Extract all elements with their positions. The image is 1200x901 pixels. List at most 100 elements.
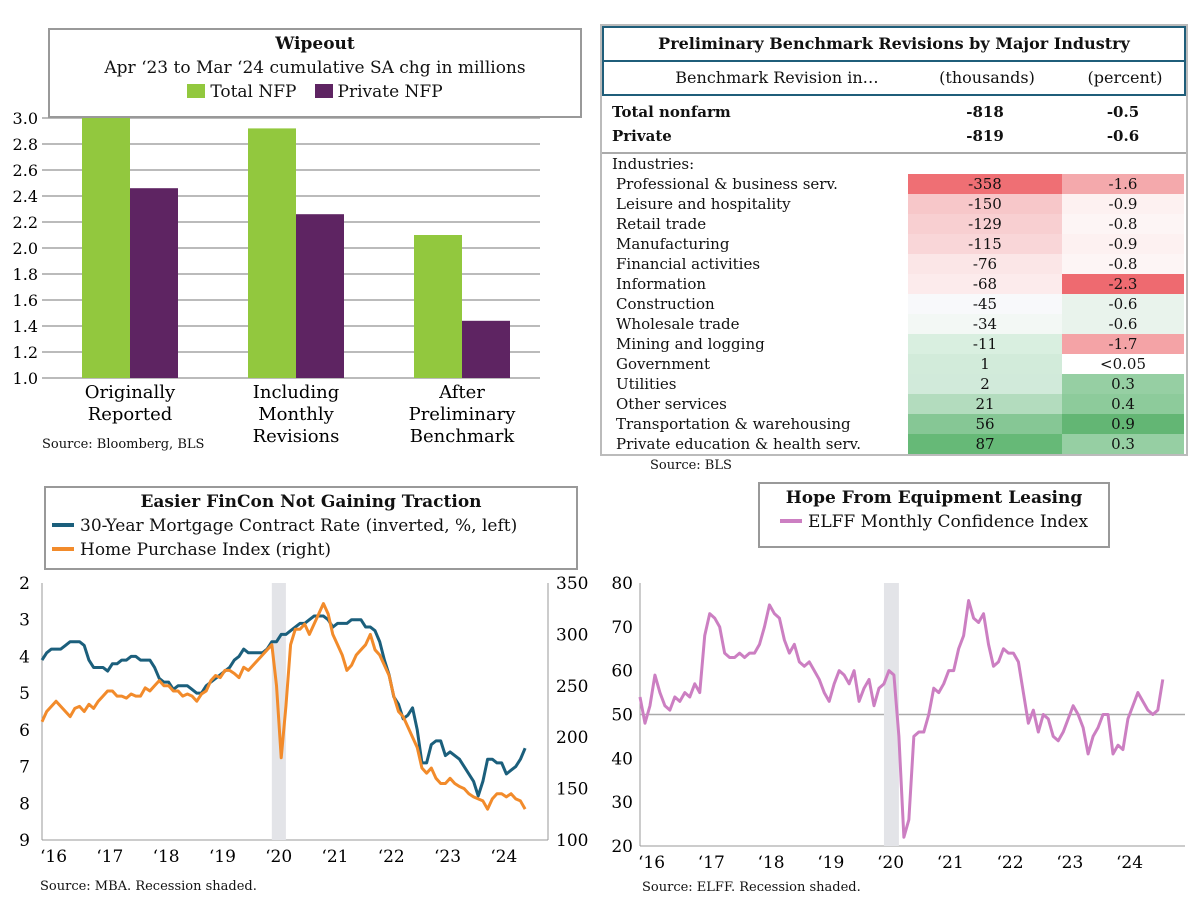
x-category-label: Monthly: [258, 404, 334, 425]
elff-legend-box: Hope From Equipment Leasing ELFF Monthly…: [758, 482, 1110, 548]
percent-cell: -0.6: [1062, 314, 1184, 334]
thousands-cell: 21: [908, 394, 1062, 414]
fincon-line-chart: ‘16 ‘17 ‘18 ‘19 ‘20 ‘21 ‘22 ‘23 ‘24 2 3 4 5 6 7 8 9 350 30…: [19, 574, 588, 867]
row-label: Wholesale trade: [616, 315, 740, 333]
x-tick-label: ‘22: [996, 853, 1023, 873]
thousands-cell: -115: [908, 234, 1062, 254]
y-tick-label: 1.0: [13, 369, 38, 388]
row-label: Financial activities: [616, 255, 761, 273]
left-y-tick-label: 6: [19, 721, 30, 741]
percent-cell: -0.9: [1062, 234, 1184, 254]
percent-cell: -0.8: [1062, 214, 1184, 234]
thousands-cell: 56: [908, 414, 1062, 434]
bar-private-nfp: [130, 188, 178, 378]
thousands-cell: -150: [908, 194, 1062, 214]
x-tick-label: ‘17: [698, 853, 725, 873]
thousands-cell: -45: [908, 294, 1062, 314]
legend-swatch: [314, 84, 333, 98]
series-line-main: [638, 599, 1165, 839]
table-row: Manufacturing -115 -0.9: [602, 234, 1186, 254]
legend-line: [52, 523, 74, 527]
recession-band: [883, 583, 899, 846]
legend-label: Home Purchase Index (right): [80, 540, 332, 560]
y-tick-label: 2.0: [13, 239, 38, 258]
table-row: Construction -45 -0.6: [602, 294, 1186, 314]
cell: -0.6: [1106, 127, 1140, 145]
table-row: Total nonfarm -818 -0.5: [602, 100, 1186, 124]
y-tick-label: 1.6: [13, 291, 38, 310]
left-y-tick-label: 5: [19, 684, 30, 704]
row-label: Private: [612, 127, 672, 145]
column-header: (thousands): [939, 68, 1035, 87]
bar-total-nfp: [414, 235, 462, 378]
y-tick-label: 30: [611, 793, 633, 813]
section-label: Industries:: [612, 155, 695, 173]
thousands-cell: -11: [908, 334, 1062, 354]
thousands-cell: -76: [908, 254, 1062, 274]
cell: -0.5: [1106, 103, 1140, 121]
table-row: Retail trade -129 -0.8: [602, 214, 1186, 234]
y-tick-label: 2.8: [13, 135, 38, 154]
y-tick-label: 60: [611, 662, 633, 682]
chart-title: Hope From Equipment Leasing: [785, 488, 1083, 508]
x-category-label: Revisions: [253, 426, 340, 447]
percent-cell: -1.7: [1062, 334, 1184, 354]
bar-private-nfp: [462, 320, 510, 378]
x-tick-label: ‘20: [877, 853, 904, 873]
row-label: Transportation & warehousing: [616, 415, 851, 433]
legend-total-nfp: Total NFP: [187, 80, 297, 104]
y-tick-label: 1.4: [13, 317, 38, 336]
y-tick-label: 70: [611, 618, 633, 638]
row-label: Manufacturing: [616, 235, 730, 253]
row-label: Mining and logging: [616, 335, 765, 353]
thousands-cell: -129: [908, 214, 1062, 234]
table-header: Benchmark Revision in… (thousands) (perc…: [602, 62, 1186, 96]
table-row: Private education & health serv. 87 0.3: [602, 434, 1186, 454]
table-row: Private -819 -0.6: [602, 124, 1186, 148]
percent-cell: -0.6: [1062, 294, 1184, 314]
table-row: Government 1 <0.05: [602, 354, 1186, 374]
right-y-tick-label: 200: [556, 728, 588, 748]
x-tick-label: ‘20: [265, 847, 292, 867]
table-row: Transportation & warehousing 56 0.9: [602, 414, 1186, 434]
x-category-label: Including: [253, 382, 340, 403]
row-label: Leisure and hospitality: [616, 195, 791, 213]
x-tick-label: ‘16: [638, 853, 665, 873]
y-tick-label: 2.6: [13, 161, 38, 180]
percent-cell: -0.9: [1062, 194, 1184, 214]
y-tick-label: 50: [611, 706, 633, 726]
x-tick-label: ‘21: [937, 853, 964, 873]
column-header: (percent): [1087, 68, 1163, 87]
row-label: Information: [616, 275, 707, 293]
table-row: Wholesale trade -34 -0.6: [602, 314, 1186, 334]
right-y-tick-label: 100: [556, 831, 588, 851]
totals-section: Total nonfarm -818 -0.5 Private -819 -0.6: [602, 96, 1186, 154]
percent-cell: 0.3: [1062, 374, 1184, 394]
thousands-cell: 2: [908, 374, 1062, 394]
x-tick-label: ‘23: [1056, 853, 1083, 873]
x-category-label: Benchmark: [410, 426, 516, 447]
legend-private-nfp: Private NFP: [314, 80, 443, 104]
bar-private-nfp: [296, 214, 344, 378]
legend-label: 30-Year Mortgage Contract Rate (inverted…: [80, 516, 518, 536]
chart-title: Easier FinCon Not Gaining Traction: [140, 492, 482, 512]
left-y-tick-label: 3: [19, 611, 30, 631]
column-header: Benchmark Revision in…: [675, 68, 879, 87]
legend-label: Total NFP: [210, 82, 297, 102]
table-row: Utilities 2 0.3: [602, 374, 1186, 394]
x-tick-label: ‘22: [378, 847, 405, 867]
row-label: Private education & health serv.: [616, 435, 861, 453]
table-title: Preliminary Benchmark Revisions by Major…: [602, 26, 1186, 62]
industry-rows: Professional & business serv. -358 -1.6 Lei…: [602, 174, 1186, 454]
y-tick-label: 40: [611, 749, 633, 769]
source-note: Source: ELFF. Recession shaded.: [642, 880, 861, 895]
chart-title: Wipeout: [275, 34, 355, 54]
source-note: Source: BLS: [650, 458, 732, 473]
right-y-tick-label: 300: [556, 625, 588, 645]
percent-cell: <0.05: [1062, 354, 1184, 374]
table-row: Financial activities -76 -0.8: [602, 254, 1186, 274]
x-category-label: Originally: [85, 382, 176, 403]
thousands-cell: 1: [908, 354, 1062, 374]
y-tick-label: 2.4: [13, 187, 38, 206]
